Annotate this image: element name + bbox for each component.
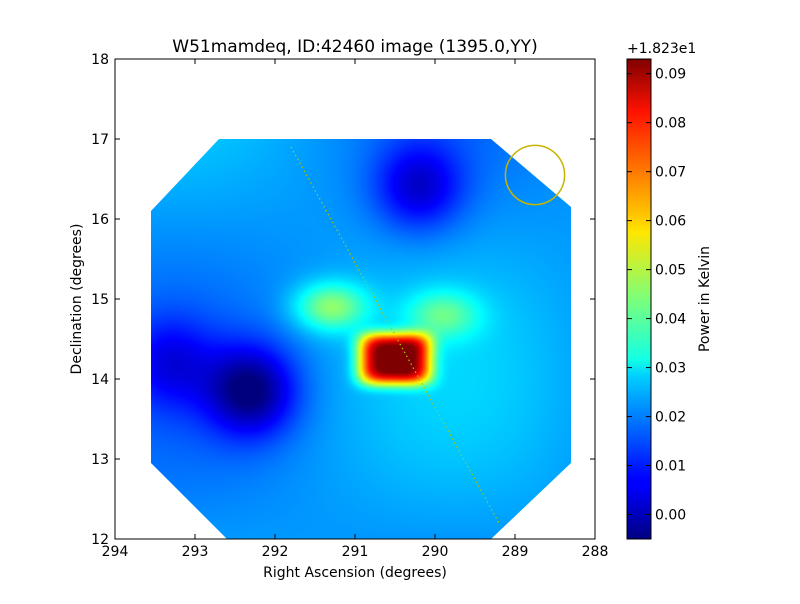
x-tick-label: 294 — [102, 544, 129, 560]
colorbar-tick-label: 0.01 — [655, 459, 686, 475]
y-tick-label: 17 — [91, 132, 109, 148]
x-tick-label: 288 — [582, 544, 609, 560]
colorbar-axis: 0.00 0.01 0.02 0.03 0.04 0.05 0.06 0.07 0.08 0.09 — [627, 67, 686, 524]
colorbar-tick-label: 0.03 — [655, 361, 686, 377]
overlay-layer — [290, 144, 566, 524]
y-axis: 12 13 14 15 16 17 18 — [91, 52, 595, 548]
y-tick-label: 13 — [91, 452, 109, 468]
x-tick-label: 293 — [182, 544, 209, 560]
colorbar-tick-label: 0.00 — [655, 508, 686, 524]
heatmap-image — [151, 139, 571, 539]
y-tick-label: 15 — [91, 292, 109, 308]
y-tick-label: 16 — [91, 212, 109, 228]
colorbar-tick-label: 0.09 — [655, 67, 686, 83]
colorbar — [626, 58, 652, 540]
colorbar-tick-label: 0.08 — [655, 116, 686, 132]
y-axis-label: Declination (degrees) — [69, 224, 85, 375]
colorbar-tick-label: 0.07 — [655, 165, 686, 181]
x-tick-label: 290 — [422, 544, 449, 560]
colorbar-tick-label: 0.05 — [655, 263, 686, 279]
x-axis: 294 293 292 291 290 289 288 — [102, 59, 609, 560]
x-tick-label: 291 — [342, 544, 369, 560]
colorbar-tick-label: 0.04 — [655, 312, 686, 328]
chart-title: W51mamdeq, ID:42460 image (1395.0,YY) — [172, 37, 537, 57]
y-tick-label: 18 — [91, 52, 109, 68]
x-tick-label: 292 — [262, 544, 289, 560]
beam-circle — [504, 144, 566, 206]
x-axis-label: Right Ascension (degrees) — [263, 565, 447, 581]
x-tick-label: 289 — [502, 544, 529, 560]
y-tick-label: 14 — [91, 372, 109, 388]
colorbar-tick-label: 0.02 — [655, 410, 686, 426]
colorbar-tick-label: 0.06 — [655, 214, 686, 230]
colorbar-label: Power in Kelvin — [697, 246, 713, 352]
colorbar-offset-text: +1.823e1 — [627, 41, 696, 57]
y-tick-label: 12 — [91, 532, 109, 548]
